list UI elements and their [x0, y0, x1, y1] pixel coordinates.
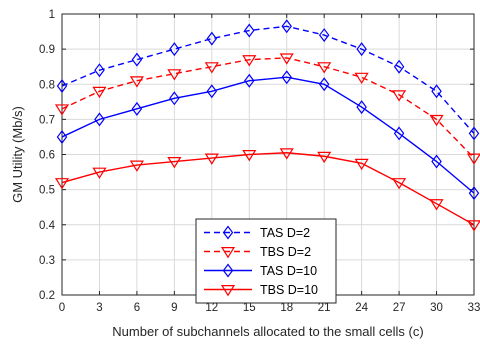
data-point — [242, 150, 257, 162]
data-point — [431, 154, 442, 169]
y-tick-label: 0.3 — [39, 255, 55, 267]
series-4 — [54, 148, 480, 232]
data-point — [392, 90, 407, 102]
data-point — [318, 28, 330, 43]
y-tick-label: 0.6 — [39, 150, 55, 162]
data-point — [206, 84, 218, 99]
legend-item: TAS D=10 — [204, 263, 317, 278]
x-tick-label: 15 — [243, 302, 256, 314]
data-point — [468, 186, 480, 201]
data-point — [466, 220, 480, 232]
data-point — [94, 63, 105, 78]
legend-label: TAS D=2 — [260, 226, 310, 240]
x-tick-label: 30 — [430, 302, 443, 314]
series-line — [61, 57, 475, 159]
data-point — [354, 158, 369, 171]
data-point — [54, 104, 70, 116]
x-tick-label: 21 — [318, 302, 331, 314]
y-tick-label: 0.2 — [39, 290, 55, 302]
data-point — [167, 69, 182, 81]
legend-item: TBS D=2 — [204, 245, 311, 259]
data-point — [281, 19, 292, 34]
y-tick-label: 0.8 — [39, 79, 55, 91]
legend-marker — [220, 285, 236, 297]
data-point — [169, 91, 180, 106]
x-tick-label: 27 — [393, 302, 406, 314]
legend-marker — [222, 225, 234, 240]
data-point — [279, 53, 294, 65]
data-point — [393, 126, 405, 141]
x-axis-label: Number of subchannels allocated to the s… — [112, 324, 423, 339]
legend: TAS D=2 TBS D=2 TAS D=10 TBS D=10 — [195, 218, 337, 304]
data-point — [318, 77, 330, 92]
series-line — [61, 76, 475, 194]
data-point — [281, 70, 292, 85]
x-tick-label: 0 — [59, 302, 65, 314]
legend-item: TAS D=2 — [204, 225, 310, 240]
data-point — [354, 72, 369, 85]
data-point — [131, 52, 143, 67]
data-point — [468, 126, 480, 141]
data-point — [131, 101, 143, 116]
legend-marker — [222, 263, 234, 278]
data-point — [429, 114, 444, 127]
legend-marker — [220, 247, 236, 259]
data-point — [94, 112, 105, 127]
series-3 — [56, 70, 480, 201]
data-point — [242, 55, 257, 67]
data-point — [56, 79, 68, 94]
y-tick-label: 0.4 — [39, 220, 56, 232]
series-layer — [54, 19, 480, 232]
data-point — [54, 178, 70, 190]
data-point — [244, 73, 255, 88]
data-point — [356, 100, 367, 115]
legend-item: TBS D=10 — [204, 283, 318, 297]
x-tick-label: 12 — [205, 302, 218, 314]
y-axis-label: GM Utility (Mb/s) — [10, 106, 25, 203]
data-point — [279, 148, 294, 160]
x-tick-label: 24 — [355, 302, 368, 314]
x-tick-label: 9 — [171, 302, 177, 314]
data-point — [204, 62, 219, 74]
x-tick-label: 33 — [468, 302, 480, 314]
series-line — [61, 25, 475, 134]
data-point — [56, 129, 68, 144]
data-point — [431, 84, 442, 99]
data-point — [317, 151, 332, 164]
data-point — [317, 62, 332, 74]
series-line — [61, 152, 475, 226]
data-point — [392, 178, 407, 190]
data-point — [204, 153, 219, 165]
x-tick-label: 18 — [280, 302, 293, 314]
data-point — [167, 157, 182, 169]
y-tick-label: 0.5 — [39, 185, 55, 197]
legend-label: TBS D=2 — [260, 245, 311, 259]
data-point — [129, 76, 144, 88]
data-point — [129, 160, 144, 172]
data-point — [92, 167, 107, 179]
data-point — [429, 199, 444, 211]
data-point — [356, 42, 367, 57]
y-tick-label: 0.7 — [39, 114, 55, 126]
y-tick-label: 1 — [49, 9, 55, 21]
data-point — [206, 31, 218, 46]
data-point — [466, 153, 480, 165]
y-tick-label: 0.9 — [39, 44, 55, 56]
data-point — [393, 59, 405, 74]
axis-ticks: 0 3 6 9 12 15 18 21 24 27 30 33 0.2 0.3 0.4 0.5 0.6 0.7 0.… — [39, 9, 480, 314]
legend-label: TAS D=10 — [260, 264, 317, 278]
data-point — [169, 42, 180, 57]
data-point — [244, 23, 255, 38]
legend-label: TBS D=10 — [260, 283, 318, 297]
series-1 — [56, 19, 480, 141]
series-2 — [54, 53, 480, 165]
x-tick-label: 6 — [134, 302, 140, 314]
x-tick-label: 3 — [96, 302, 102, 314]
data-point — [92, 86, 107, 99]
